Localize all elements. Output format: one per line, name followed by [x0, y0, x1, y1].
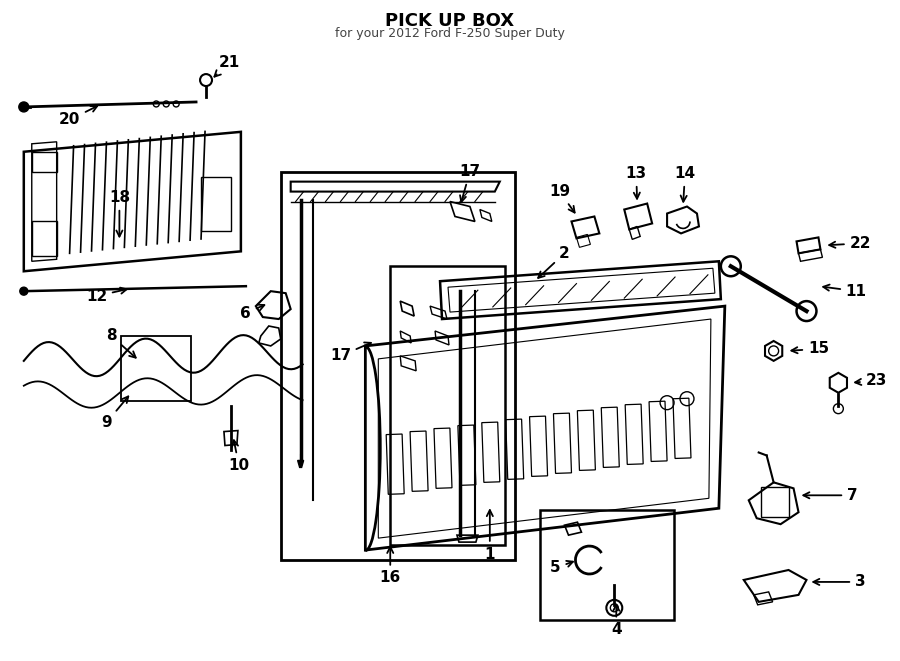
Text: 23: 23 — [855, 373, 886, 388]
Bar — [281, 172, 515, 560]
Bar — [529, 416, 547, 477]
Text: 3: 3 — [814, 574, 866, 590]
Bar — [578, 410, 596, 471]
Bar — [434, 428, 452, 488]
Circle shape — [20, 287, 28, 295]
Text: 8: 8 — [106, 329, 136, 358]
Text: 10: 10 — [229, 440, 249, 473]
Text: 14: 14 — [674, 166, 696, 202]
Text: 20: 20 — [58, 106, 97, 128]
Bar — [540, 510, 674, 620]
Text: 1: 1 — [484, 510, 495, 562]
Text: 4: 4 — [611, 605, 622, 637]
Text: 19: 19 — [549, 184, 575, 213]
Bar — [391, 266, 505, 545]
Text: PICK UP BOX: PICK UP BOX — [385, 13, 515, 30]
Bar — [32, 221, 57, 256]
Bar — [122, 336, 191, 401]
Text: 16: 16 — [380, 547, 400, 586]
Bar — [626, 404, 644, 465]
Text: 12: 12 — [86, 288, 127, 303]
Text: 2: 2 — [538, 246, 570, 278]
Text: 22: 22 — [829, 236, 871, 251]
Bar — [386, 434, 404, 494]
Text: 11: 11 — [824, 284, 867, 299]
Text: 7: 7 — [804, 488, 858, 503]
Text: for your 2012 Ford F-250 Super Duty: for your 2012 Ford F-250 Super Duty — [335, 27, 565, 40]
Bar — [649, 401, 667, 461]
Text: 17: 17 — [459, 164, 481, 202]
Bar — [506, 419, 524, 479]
Circle shape — [19, 102, 29, 112]
Bar — [601, 407, 619, 467]
Polygon shape — [298, 461, 303, 467]
Text: 6: 6 — [240, 305, 265, 321]
Bar — [554, 413, 572, 473]
Text: 17: 17 — [330, 342, 371, 364]
Text: 9: 9 — [101, 397, 129, 430]
Bar — [201, 176, 231, 231]
Bar — [458, 425, 476, 485]
Bar — [760, 487, 788, 517]
Bar — [673, 398, 691, 459]
Text: 15: 15 — [791, 342, 829, 356]
Bar — [410, 431, 428, 491]
Text: 13: 13 — [626, 166, 647, 199]
Text: 21: 21 — [214, 55, 239, 77]
Bar — [482, 422, 500, 483]
Bar — [32, 152, 57, 172]
Text: 5: 5 — [550, 561, 573, 576]
Text: 18: 18 — [109, 190, 130, 237]
